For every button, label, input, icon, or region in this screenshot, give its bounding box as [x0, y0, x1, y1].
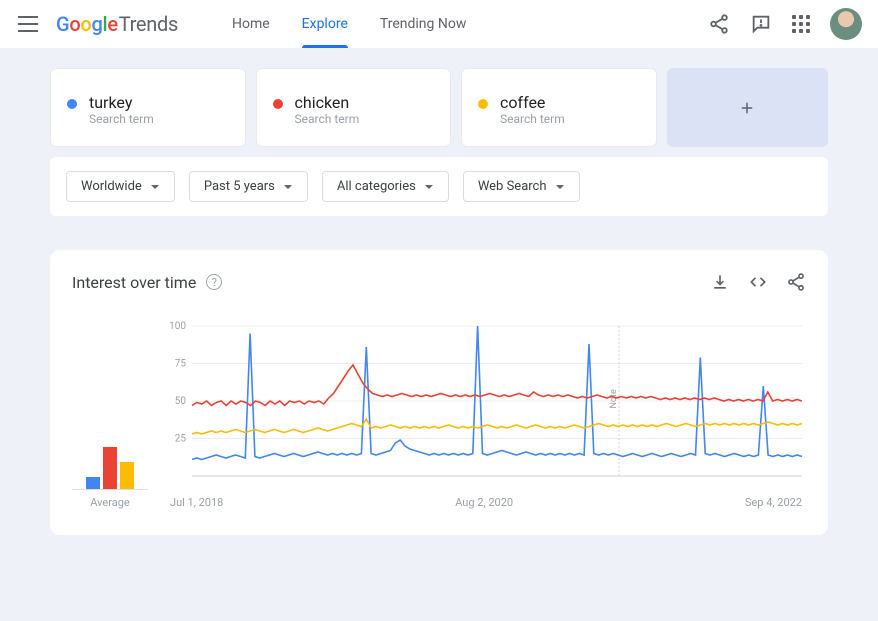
account-avatar[interactable] — [830, 8, 862, 40]
term-sublabel: Search term — [295, 112, 360, 126]
term-sublabel: Search term — [500, 112, 565, 126]
nav-explore[interactable]: Explore — [288, 0, 362, 48]
filter-label: All categories — [337, 179, 416, 194]
chevron-down-icon — [150, 182, 160, 192]
filter-label: Web Search — [478, 179, 547, 194]
add-comparison-button[interactable] — [667, 68, 829, 147]
x-axis-label: Aug 2, 2020 — [455, 496, 513, 509]
x-axis-label: Jul 1, 2018 — [170, 496, 223, 509]
feedback-icon[interactable] — [750, 13, 772, 35]
embed-icon[interactable] — [748, 272, 768, 292]
filter-past-5-years[interactable]: Past 5 years — [189, 171, 308, 202]
avg-bar — [86, 477, 100, 489]
x-axis-label: Sep 4, 2022 — [745, 496, 802, 509]
logo-product: Trends — [119, 12, 178, 36]
filter-label: Past 5 years — [204, 179, 275, 194]
line-chart: 100 75 50 25 Note Jul 1, 2018 Aug 2, 2020 Sep … — [166, 320, 806, 509]
svg-text:50: 50 — [175, 396, 187, 407]
avg-bar — [103, 447, 117, 489]
term-dot-icon — [67, 99, 77, 109]
svg-text:100: 100 — [169, 321, 186, 332]
compare-terms-row: turkeySearch termchickenSearch termcoffe… — [50, 68, 828, 147]
menu-icon[interactable] — [16, 12, 40, 36]
term-card-turkey[interactable]: turkeySearch term — [50, 68, 246, 147]
term-card-coffee[interactable]: coffeeSearch term — [461, 68, 657, 147]
help-icon[interactable]: ? — [206, 274, 222, 290]
nav-trending-now[interactable]: Trending Now — [366, 0, 480, 48]
filter-label: Worldwide — [81, 179, 142, 194]
chart-title: Interest over time — [72, 273, 196, 292]
main-nav: HomeExploreTrending Now — [218, 0, 480, 48]
average-block: Average — [72, 410, 148, 509]
filter-web-search[interactable]: Web Search — [463, 171, 580, 202]
term-label: chicken — [295, 93, 360, 112]
average-label: Average — [72, 496, 148, 509]
term-card-chicken[interactable]: chickenSearch term — [256, 68, 452, 147]
chevron-down-icon — [283, 182, 293, 192]
term-dot-icon — [273, 99, 283, 109]
filter-bar: Worldwide Past 5 years All categories Web S… — [50, 157, 828, 216]
series-turkey — [192, 326, 802, 460]
term-label: coffee — [500, 93, 565, 112]
term-sublabel: Search term — [89, 112, 154, 126]
download-icon[interactable] — [710, 272, 730, 292]
term-label: turkey — [89, 93, 154, 112]
share-icon[interactable] — [708, 13, 730, 35]
plus-icon — [738, 99, 756, 117]
google-apps-icon[interactable] — [792, 15, 810, 33]
chevron-down-icon — [555, 182, 565, 192]
series-chicken — [192, 365, 802, 406]
google-trends-logo[interactable]: GoogleTrends — [56, 12, 178, 36]
filter-all-categories[interactable]: All categories — [322, 171, 449, 202]
interest-over-time-card: Interest over time ? Average 10075502 — [50, 250, 828, 535]
term-dot-icon — [478, 99, 488, 109]
avg-bar — [120, 462, 134, 489]
svg-text:75: 75 — [175, 359, 187, 370]
chevron-down-icon — [424, 182, 434, 192]
svg-text:25: 25 — [175, 434, 187, 445]
series-coffee — [192, 419, 802, 434]
filter-worldwide[interactable]: Worldwide — [66, 171, 175, 202]
svg-text:Note: Note — [609, 389, 619, 408]
share-chart-icon[interactable] — [786, 272, 806, 292]
nav-home[interactable]: Home — [218, 0, 284, 48]
